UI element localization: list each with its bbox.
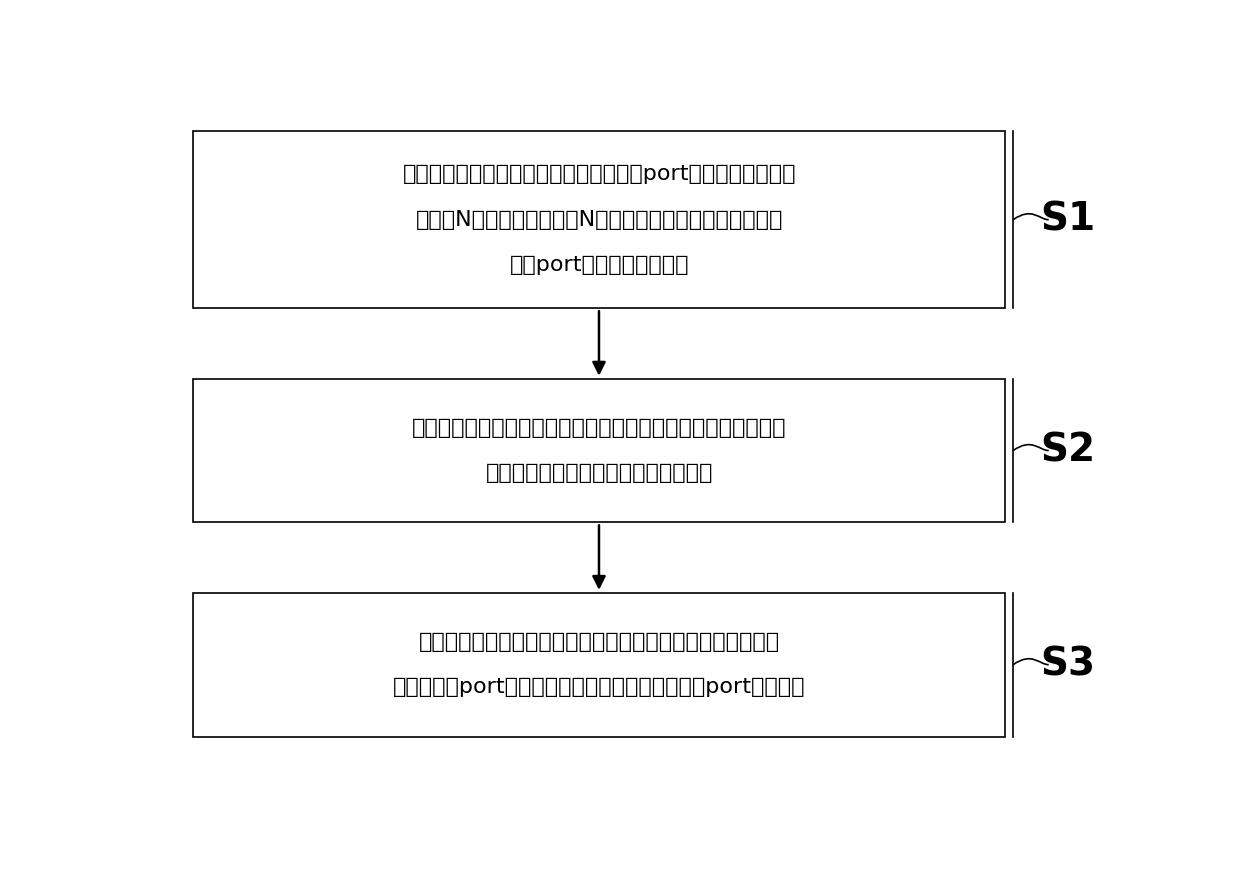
Text: S3: S3 [1040,646,1095,684]
Bar [193,131,1006,308]
Text: 主板上的可编程逻辑器件根据频率与主板port的对应关系，产生: 主板上的可编程逻辑器件根据频率与主板port的对应关系，产生 [403,164,796,184]
Text: S1: S1 [1040,201,1095,239]
Text: 并发送N种频率信号至主板N个连接器，其中所述频率信号、: 并发送N种频率信号至主板N个连接器，其中所述频率信号、 [415,209,784,229]
Text: S2: S2 [1040,432,1095,469]
Text: 频率与主板port的对应关系，确定硬盘背板与主板port对应关系: 频率与主板port的对应关系，确定硬盘背板与主板port对应关系 [393,678,806,698]
Text: 主板port、连接器一一对应: 主板port、连接器一一对应 [510,255,689,275]
Bar [193,593,1006,737]
Bar [193,379,1006,522]
Text: 背板的可编程逻辑器件接收背板连接器发送的频率信号，根据: 背板的可编程逻辑器件接收背板连接器发送的频率信号，根据 [419,632,780,652]
Text: 频率信号发送至背板的可编程逻辑器件: 频率信号发送至背板的可编程逻辑器件 [486,463,713,483]
Text: 背板上的连接器接收主板连接器发送的频率信号，并将接收到的: 背板上的连接器接收主板连接器发送的频率信号，并将接收到的 [412,418,786,438]
